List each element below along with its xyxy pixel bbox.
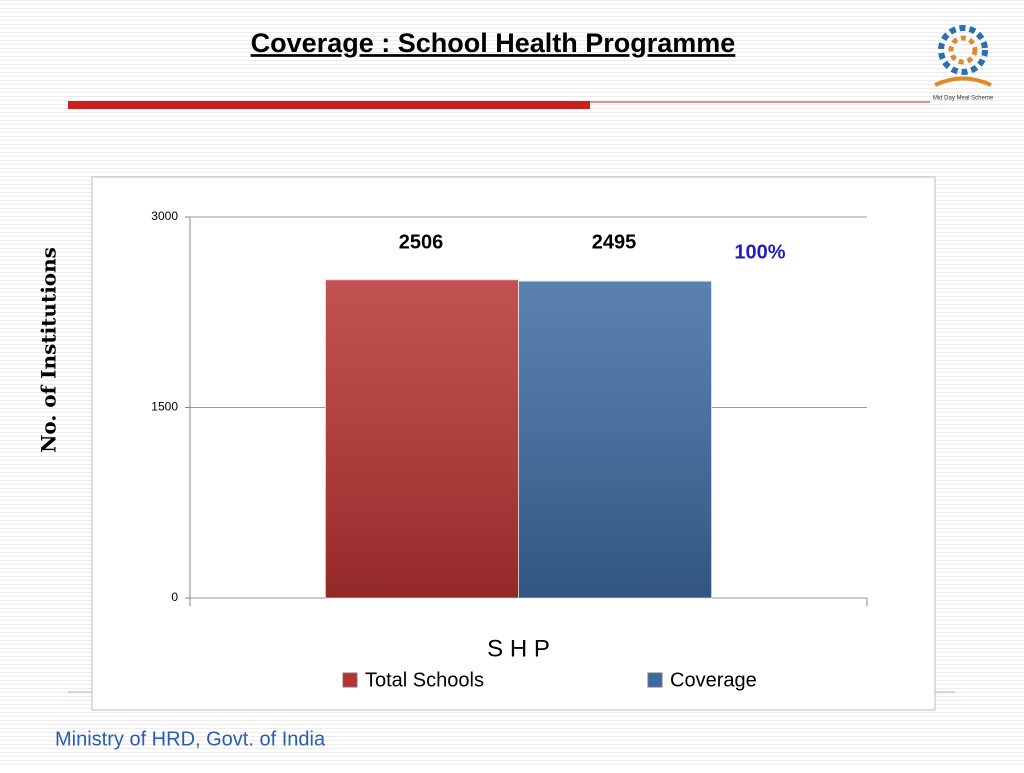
legend-label: Coverage [670, 669, 757, 691]
y-axis-title: No. of Institutions [37, 247, 61, 453]
legend-swatch [647, 672, 663, 688]
slide-title: Coverage : School Health Programme [251, 28, 736, 58]
legend-swatch [342, 672, 358, 688]
x-axis-title: S H P [487, 635, 550, 662]
bar-shade [325, 279, 519, 598]
annotation: 100% [734, 241, 785, 263]
y-tick-label: 1500 [151, 400, 178, 414]
chart: 0 1500 3000 S H P 2506 2495 Total Schools Cover… [151, 209, 868, 691]
legend-label: Total Schools [365, 669, 484, 691]
y-tick-label: 3000 [151, 209, 178, 223]
logo-text: Mid Day Meal Scheme [933, 96, 994, 102]
footer: Ministry of HRD, Govt. of India [55, 728, 326, 750]
data-label: 2506 [399, 231, 444, 253]
title-rule [68, 101, 590, 109]
bar-shade [518, 281, 712, 598]
y-tick-label: 0 [171, 590, 178, 604]
logo: Mid Day Meal Scheme [933, 25, 994, 102]
data-label: 2495 [592, 231, 637, 253]
